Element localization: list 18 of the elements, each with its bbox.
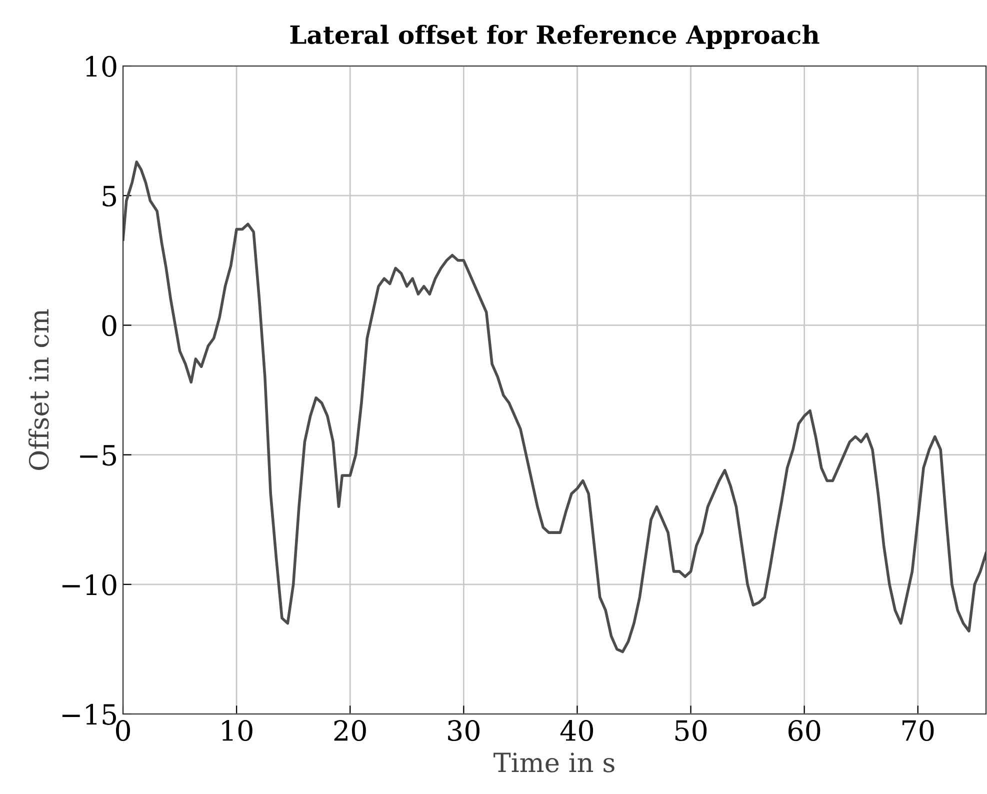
x-tick-label: 30 — [448, 720, 480, 742]
y-axis-title: Offset in cm — [28, 309, 49, 470]
x-axis-title: Time in s — [494, 752, 614, 772]
y-tick-label: 0 — [102, 315, 116, 336]
y-tick-label: 10 — [86, 56, 116, 77]
x-tick-label: 50 — [675, 720, 707, 742]
y-tick-label: −15 — [62, 704, 116, 725]
x-tick-label: 70 — [902, 720, 934, 742]
x-tick-label: 60 — [788, 720, 820, 742]
line-series — [123, 160, 986, 654]
x-tick-label: 10 — [222, 720, 252, 742]
x-tick-label: 20 — [334, 720, 366, 742]
x-tick-label: 0 — [116, 720, 130, 742]
chart-title: Lateral offset for Reference Approach — [290, 24, 820, 49]
y-tick-label: 5 — [102, 186, 116, 207]
x-tick-label: 40 — [560, 720, 594, 742]
y-tick-label: −10 — [62, 574, 116, 596]
y-tick-label: −5 — [80, 445, 116, 466]
